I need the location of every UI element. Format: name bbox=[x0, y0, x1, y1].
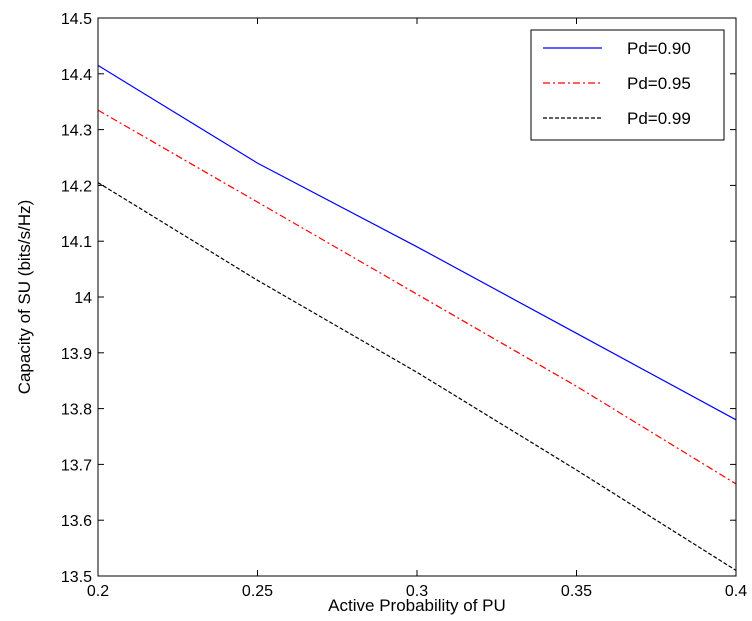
legend: Pd=0.90 Pd=0.95 Pd=0.99 bbox=[531, 30, 724, 140]
y-tick-label: 14.3 bbox=[61, 123, 92, 140]
x-axis-label: Active Probability of PU bbox=[328, 596, 506, 615]
x-tick-label: 0.35 bbox=[561, 583, 592, 600]
y-tick-label: 13.6 bbox=[61, 513, 92, 530]
x-tick-label: 0.25 bbox=[242, 583, 273, 600]
y-tick-label: 13.8 bbox=[61, 402, 92, 419]
legend-label-2: Pd=0.95 bbox=[627, 74, 691, 93]
y-tick-label: 13.9 bbox=[61, 346, 92, 363]
legend-label-1: Pd=0.90 bbox=[627, 39, 691, 58]
y-tick-label: 13.5 bbox=[61, 569, 92, 586]
y-tick-label: 14.4 bbox=[61, 67, 92, 84]
y-tick-label: 14.5 bbox=[61, 11, 92, 28]
y-axis-label: Capacity of SU (bits/s/Hz) bbox=[15, 200, 34, 395]
y-tick-label: 14.1 bbox=[61, 234, 92, 251]
legend-label-3: Pd=0.99 bbox=[627, 109, 691, 128]
x-tick-label: 0.4 bbox=[725, 583, 747, 600]
y-tick-label: 13.7 bbox=[61, 457, 92, 474]
y-tick-label: 14.2 bbox=[61, 178, 92, 195]
y-tick-label: 14 bbox=[74, 290, 92, 307]
